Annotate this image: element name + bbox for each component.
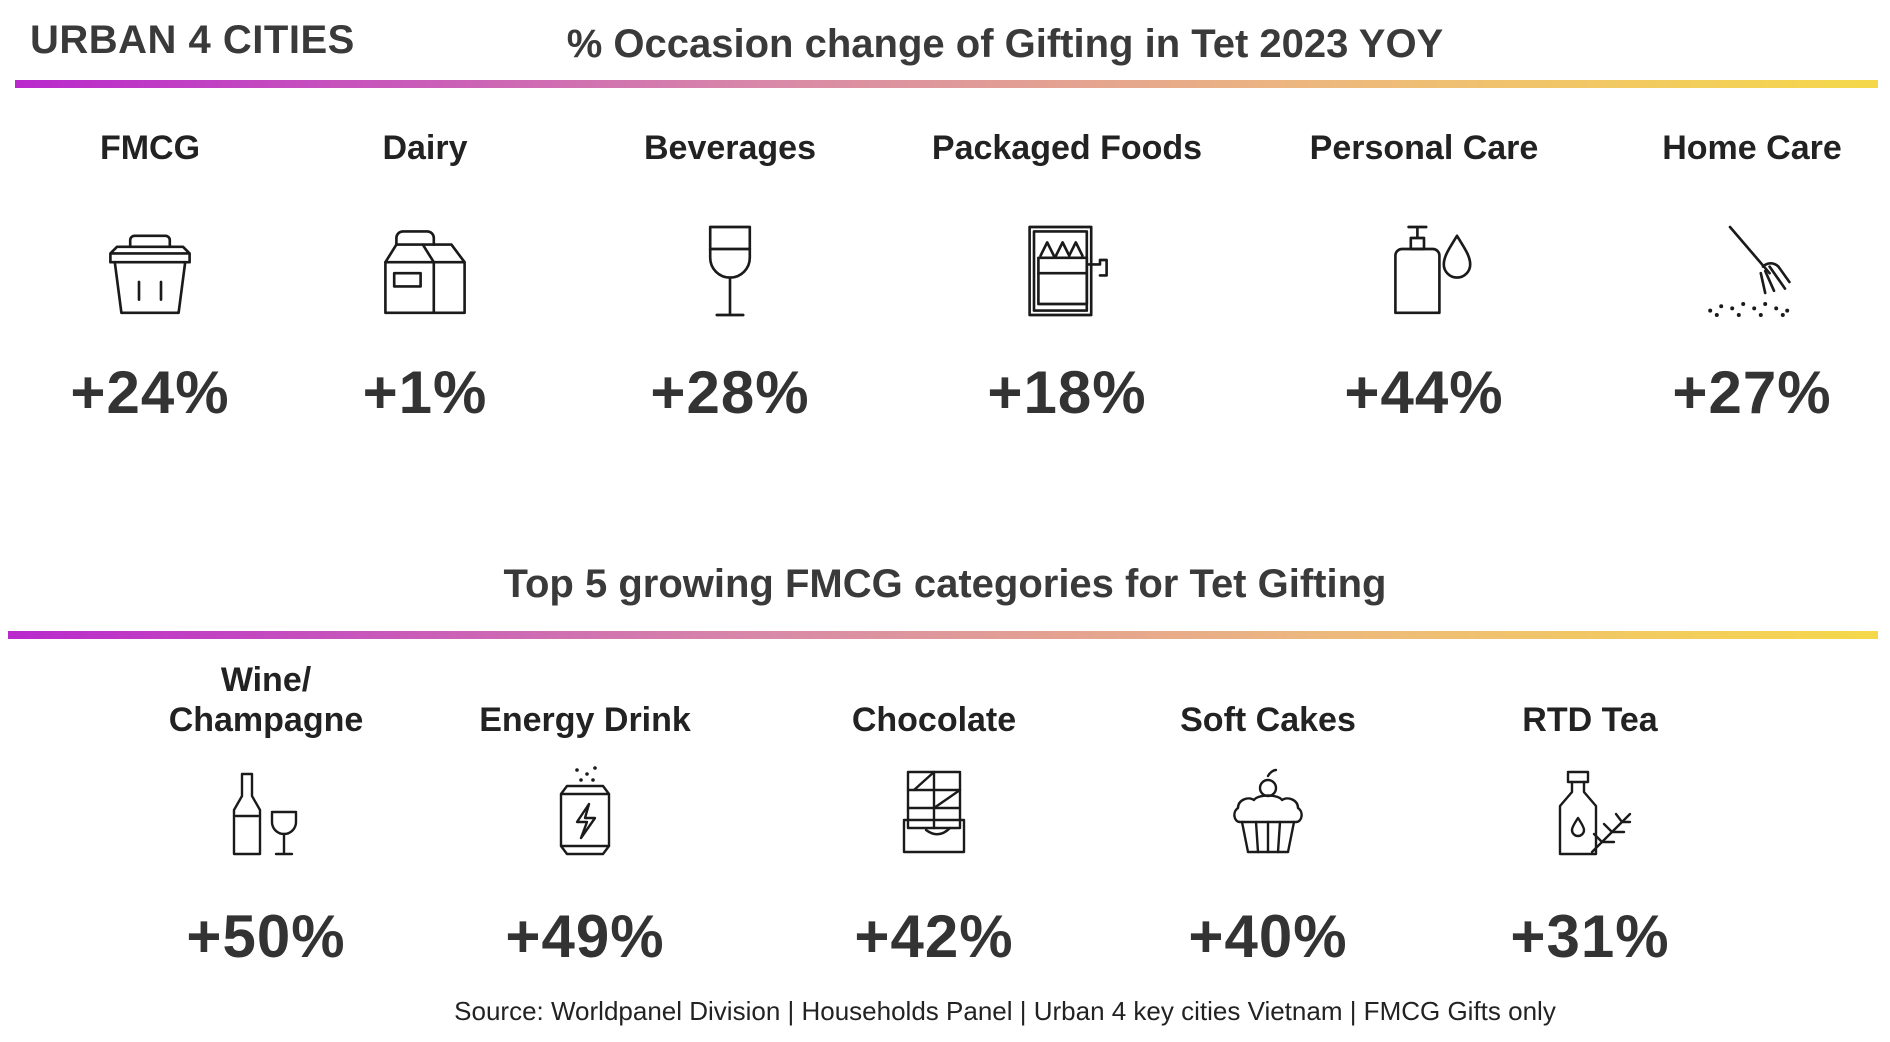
tin-can-icon bbox=[1028, 225, 1108, 317]
category-tile-chocolate: Chocolate +42% bbox=[784, 660, 1084, 971]
percent-value: +27% bbox=[1672, 359, 1832, 426]
percent-value: +40% bbox=[1188, 903, 1348, 970]
percent-value: +42% bbox=[854, 903, 1014, 970]
percent-value: +44% bbox=[1344, 359, 1504, 426]
category-tile-personal-care: Personal Care +44% bbox=[1274, 128, 1574, 427]
category-label: Wine/Champagne bbox=[116, 660, 416, 740]
percent-value: +28% bbox=[650, 359, 810, 426]
category-tile-rtd-tea: RTD Tea +31% bbox=[1440, 660, 1740, 971]
category-label: Beverages bbox=[643, 129, 816, 167]
energy-can-icon bbox=[559, 766, 611, 856]
milk-carton-icon bbox=[384, 230, 466, 315]
broom-icon bbox=[1708, 225, 1791, 317]
category-label: Personal Care bbox=[1309, 129, 1539, 167]
category-label: Soft Cakes bbox=[1180, 701, 1356, 739]
category-tile-dairy: Dairy +1% bbox=[275, 128, 575, 427]
percent-value: +18% bbox=[987, 359, 1147, 426]
chart-title: % Occasion change of Gifting in Tet 2023… bbox=[566, 22, 1444, 66]
basket-icon bbox=[109, 234, 191, 315]
category-tile-fmcg: FMCG +24% bbox=[0, 128, 300, 427]
region-label: URBAN 4 CITIES bbox=[30, 18, 355, 62]
wine-glass-icon bbox=[708, 225, 752, 317]
category-label: Packaged Foods bbox=[931, 129, 1203, 167]
category-tile-energy-drink: Energy Drink +49% bbox=[435, 660, 735, 971]
category-label: Dairy bbox=[382, 129, 468, 167]
category-tile-home-care: Home Care +27% bbox=[1602, 128, 1890, 427]
percent-value: +1% bbox=[362, 359, 488, 426]
percent-value: +24% bbox=[70, 359, 230, 426]
gradient-divider-top bbox=[15, 80, 1878, 88]
tea-bottle-icon bbox=[1558, 770, 1632, 856]
chocolate-bar-icon bbox=[902, 770, 966, 854]
category-label-text: Wine/Champagne bbox=[168, 661, 364, 739]
category-label: Home Care bbox=[1662, 129, 1842, 167]
soap-dispenser-icon bbox=[1394, 225, 1472, 315]
source-note: Source: Worldpanel Division | Households… bbox=[454, 996, 1556, 1026]
percent-value: +31% bbox=[1510, 903, 1670, 970]
category-tile-wine-champagne: Wine/Champagne +50% bbox=[116, 660, 416, 971]
percent-value: +50% bbox=[186, 903, 346, 970]
category-tile-beverages: Beverages +28% bbox=[580, 128, 880, 427]
percent-value: +49% bbox=[505, 903, 665, 970]
category-label: Energy Drink bbox=[479, 701, 691, 739]
section-title: Top 5 growing FMCG categories for Tet Gi… bbox=[503, 562, 1387, 606]
category-label: Chocolate bbox=[851, 701, 1017, 739]
category-tile-packaged-foods: Packaged Foods +18% bbox=[917, 128, 1217, 427]
category-label: RTD Tea bbox=[1522, 701, 1658, 739]
category-label: FMCG bbox=[99, 129, 201, 167]
category-tile-soft-cakes: Soft Cakes +40% bbox=[1118, 660, 1418, 971]
gradient-divider-bottom bbox=[8, 631, 1878, 639]
wine-bottle-glass-icon bbox=[232, 772, 298, 856]
cupcake-icon bbox=[1233, 768, 1303, 854]
